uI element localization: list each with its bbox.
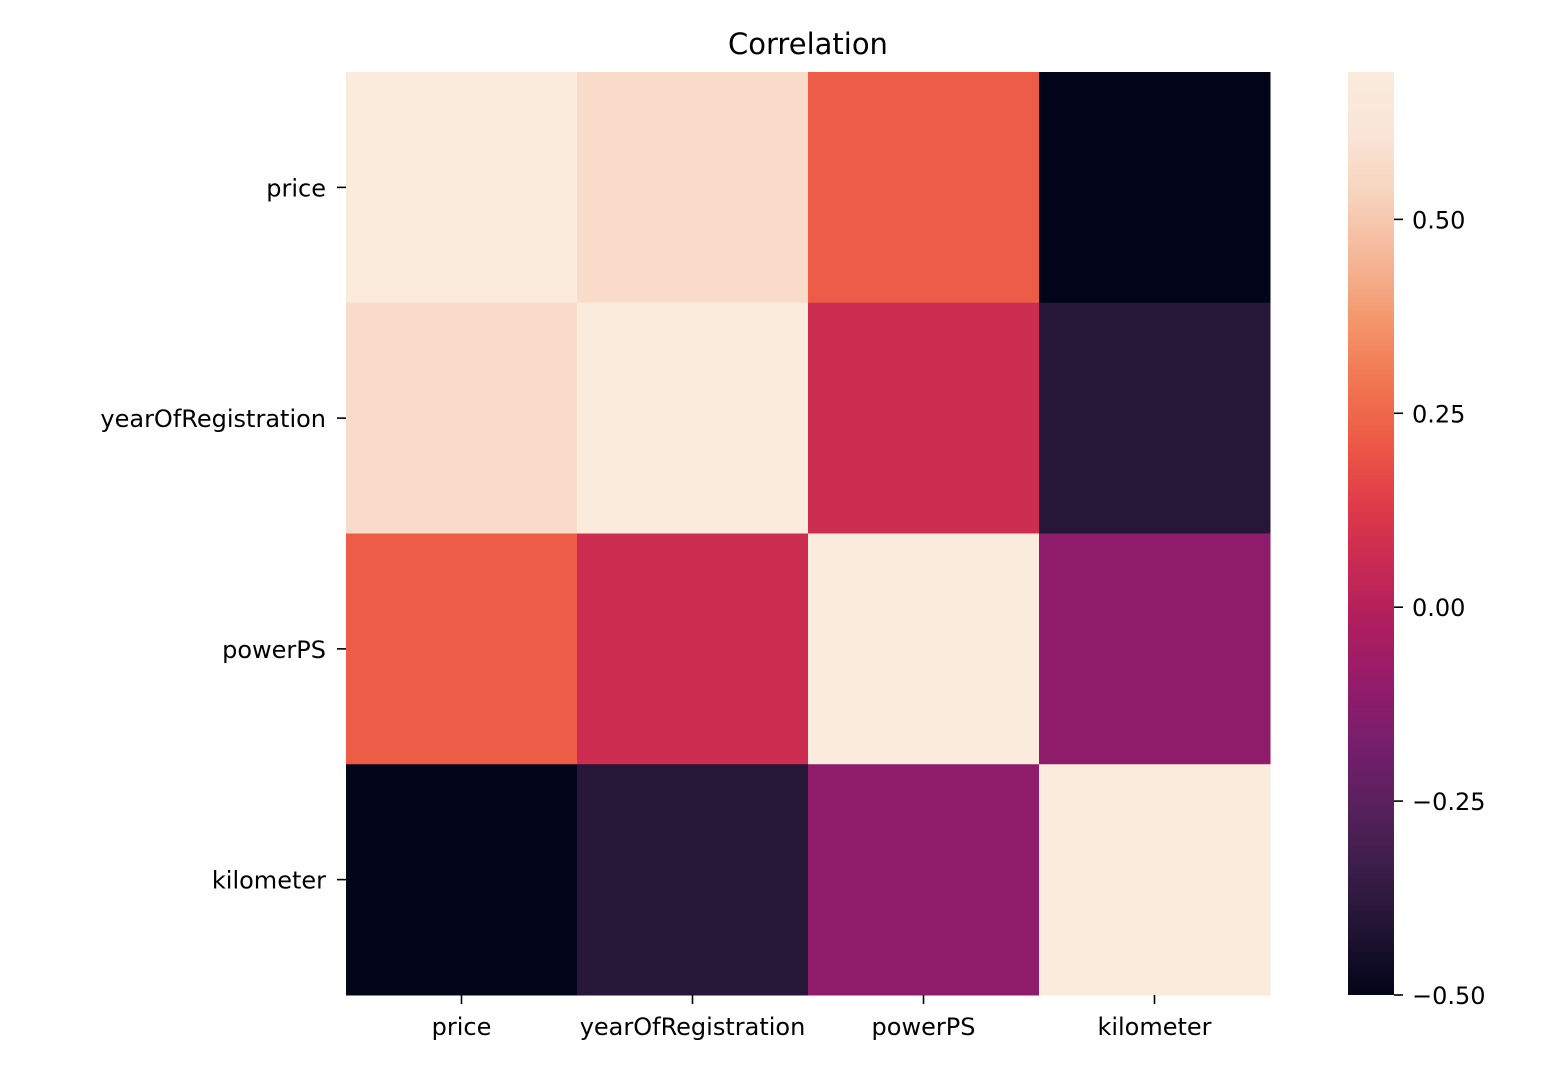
colorbar-tick-label: 0.50 <box>1412 206 1465 234</box>
heatmap-cell-powerPS-kilometer <box>1039 533 1271 765</box>
colorbar-tick-label: 0.25 <box>1412 400 1465 428</box>
chart-title: Correlation <box>728 27 888 61</box>
x-axis: price yearOfRegistration powerPS kilometer <box>432 995 1212 1041</box>
colorbar-ticks: −0.50 −0.25 0.00 0.25 0.50 <box>1394 206 1486 1010</box>
heatmap-cell-kilometer-powerPS <box>808 764 1040 996</box>
heatmap-cell-price-price <box>346 72 578 304</box>
heatmap-cell-price-kilometer <box>1039 72 1271 304</box>
x-tick-label: yearOfRegistration <box>580 1013 806 1041</box>
heatmap-cell-powerPS-powerPS <box>808 533 1040 765</box>
colorbar-tick-label: −0.50 <box>1412 982 1486 1010</box>
heatmap-cell-price-yearOfRegistration <box>577 72 809 304</box>
heatmap-cell-yearOfRegistration-yearOfRegistration <box>577 302 809 534</box>
heatmap-cells <box>346 72 1271 996</box>
colorbar-tick-label: −0.25 <box>1412 788 1486 816</box>
colorbar-tick-label: 0.00 <box>1412 594 1465 622</box>
y-tick-label: price <box>266 174 326 202</box>
y-axis: price yearOfRegistration powerPS kilometer <box>100 174 346 895</box>
heatmap-cell-powerPS-price <box>346 533 578 765</box>
y-tick-label: kilometer <box>212 867 326 895</box>
heatmap-cell-kilometer-kilometer <box>1039 764 1271 996</box>
y-tick-label: yearOfRegistration <box>100 405 326 433</box>
heatmap-cell-yearOfRegistration-kilometer <box>1039 302 1271 534</box>
colorbar-gradient <box>1348 72 1394 995</box>
y-tick-label: powerPS <box>222 636 326 664</box>
x-tick-label: powerPS <box>872 1013 976 1041</box>
heatmap-cell-price-powerPS <box>808 72 1040 304</box>
heatmap-cell-powerPS-yearOfRegistration <box>577 533 809 765</box>
heatmap-cell-yearOfRegistration-price <box>346 302 578 534</box>
colorbar <box>1348 72 1394 995</box>
heatmap-cell-kilometer-yearOfRegistration <box>577 764 809 996</box>
x-tick-label: kilometer <box>1097 1013 1211 1041</box>
heatmap-cell-yearOfRegistration-powerPS <box>808 302 1040 534</box>
heatmap-cell-kilometer-price <box>346 764 578 996</box>
x-tick-label: price <box>432 1013 492 1041</box>
